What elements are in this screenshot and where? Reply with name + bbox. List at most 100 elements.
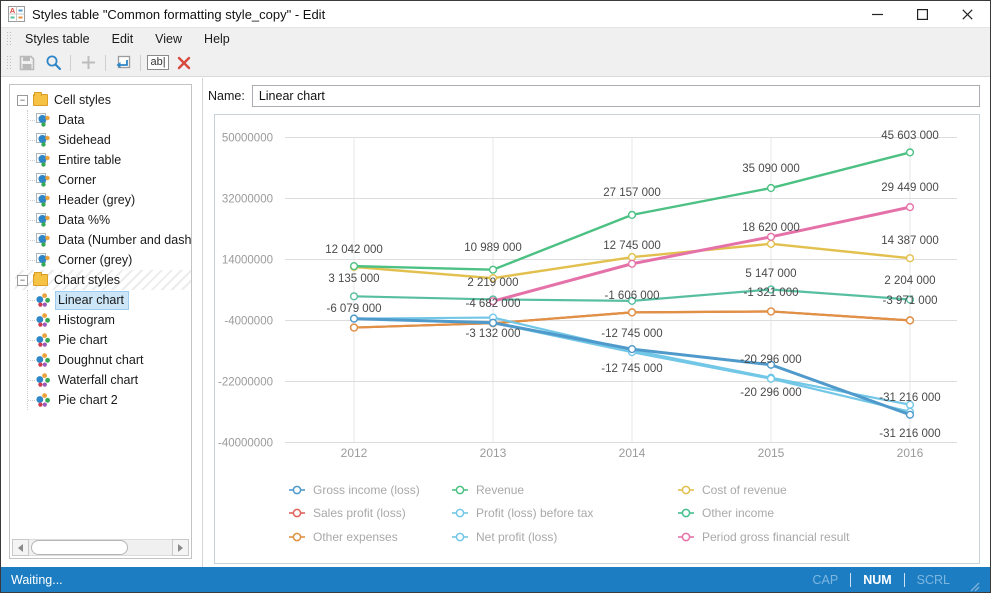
toolbar-separator <box>105 54 106 71</box>
legend-item-cost-of-revenue: Cost of revenue <box>678 483 787 497</box>
legend-marker-icon <box>455 532 465 542</box>
data-point-marker <box>349 323 359 332</box>
style-name-input[interactable] <box>251 85 980 107</box>
status-text: Waiting... <box>11 572 63 587</box>
menu-item-edit[interactable]: Edit <box>111 31 134 46</box>
tree-item-corner[interactable]: Corner <box>28 170 191 190</box>
find-icon <box>46 55 61 71</box>
tree-children: Data Sidehead Entire table Corner Header (gr… <box>27 110 191 270</box>
tree-item-doughnut-chart[interactable]: Doughnut chart <box>28 350 191 370</box>
cell-style-icon <box>36 133 51 147</box>
styles-tree: − Cell styles Data Sidehead Entire table Corn… <box>10 85 191 410</box>
data-point-label: -4 682 000 <box>466 298 521 310</box>
status-indicator-num: NUM <box>863 572 892 587</box>
collapse-icon[interactable]: − <box>17 94 28 106</box>
rename-button[interactable]: ab| <box>145 51 171 75</box>
series-cost-of-revenue <box>349 239 915 283</box>
tree-item-linear-chart[interactable]: Linear chart <box>28 290 191 310</box>
menu-item-view[interactable]: View <box>155 31 183 46</box>
data-point-label: -31 216 000 <box>879 428 940 440</box>
series-line <box>492 205 911 303</box>
data-point-label: -12 745 000 <box>601 328 662 340</box>
legend-label: Other income <box>702 506 774 520</box>
data-point-marker <box>905 410 915 419</box>
collapse-icon[interactable]: − <box>17 274 28 286</box>
add-button[interactable] <box>75 51 101 75</box>
series-gross-income-loss- <box>349 314 915 419</box>
tree-item-histogram[interactable]: Histogram <box>28 310 191 330</box>
data-point-marker <box>905 148 915 157</box>
chart-style-icon <box>36 353 51 367</box>
tree-item-data-[interactable]: Data %% <box>28 210 191 230</box>
panel-splitter[interactable] <box>202 78 203 567</box>
data-point-marker <box>488 318 498 327</box>
tree-item-corner-grey-[interactable]: Corner (grey) <box>28 250 191 270</box>
data-point-label: 12 042 000 <box>325 244 383 256</box>
data-point-marker <box>349 292 359 301</box>
y-axis-tick-label: -4000000 <box>224 316 273 328</box>
duplicate-button[interactable] <box>110 51 136 75</box>
x-axis-tick-label: 2012 <box>341 446 368 460</box>
legend-label: Sales profit (loss) <box>313 506 406 520</box>
main-content: − Cell styles Data Sidehead Entire table Corn… <box>1 78 990 567</box>
data-point-marker <box>627 296 637 305</box>
chart-style-icon <box>36 313 51 327</box>
legend-item-profit-loss-before-tax: Profit (loss) before tax <box>452 506 593 520</box>
toolbar: ab| <box>1 49 990 77</box>
tree-item-data-number-and-dash[interactable]: Data (Number and dash <box>28 230 191 250</box>
data-point-label: 18 620 000 <box>742 222 800 234</box>
tree-item-header-grey-[interactable]: Header (grey) <box>28 190 191 210</box>
tree-item-label: Sidehead <box>58 132 111 147</box>
chart-style-icon <box>36 333 51 347</box>
delete-button[interactable] <box>171 51 197 75</box>
cell-style-icon <box>36 113 51 127</box>
menu-item-help[interactable]: Help <box>204 31 230 46</box>
menu-item-styles-table[interactable]: Styles table <box>25 31 90 46</box>
tree-item-label: Histogram <box>58 312 115 327</box>
tree-horizontal-scrollbar[interactable] <box>12 539 189 556</box>
legend-marker-icon <box>455 485 465 495</box>
tree-group-cell-styles[interactable]: − Cell styles <box>15 90 191 110</box>
tree-item-label: Entire table <box>58 152 122 167</box>
resize-grip[interactable] <box>968 580 980 592</box>
svg-text:A: A <box>10 6 16 15</box>
delete-icon <box>177 56 191 69</box>
legend-label: Revenue <box>476 483 524 497</box>
menubar-grip[interactable] <box>6 30 11 47</box>
find-button[interactable] <box>40 51 66 75</box>
tree-item-waterfall-chart[interactable]: Waterfall chart <box>28 370 191 390</box>
scrollbar-thumb[interactable] <box>31 540 129 555</box>
tree-item-pie-chart[interactable]: Pie chart <box>28 330 191 350</box>
tree-item-label: Doughnut chart <box>58 352 144 367</box>
status-bar: Waiting... CAP NUM SCRL <box>1 567 990 592</box>
menu-bar: Styles table Edit View Help <box>1 27 990 49</box>
legend-item-gross-income-loss-: Gross income (loss) <box>289 483 420 497</box>
scroll-left-button[interactable] <box>12 539 29 556</box>
chart-style-icon <box>36 293 51 307</box>
scroll-right-button[interactable] <box>172 539 189 556</box>
tree-item-sidehead[interactable]: Sidehead <box>28 130 191 150</box>
close-button[interactable] <box>945 1 990 27</box>
tree-item-label: Pie chart 2 <box>58 392 118 407</box>
duplicate-icon <box>116 55 131 68</box>
data-point-label: -3 132 000 <box>466 328 521 340</box>
data-point-label: -1 321 000 <box>744 287 799 299</box>
legend-item-sales-profit-loss-: Sales profit (loss) <box>289 506 406 520</box>
save-button[interactable] <box>14 51 40 75</box>
data-point-marker <box>627 253 637 262</box>
data-point-label: 12 745 000 <box>603 240 661 252</box>
maximize-button[interactable] <box>900 1 945 27</box>
name-field-label: Name: <box>208 89 245 103</box>
legend-label: Net profit (loss) <box>476 530 557 544</box>
data-point-marker <box>905 254 915 263</box>
data-point-marker <box>766 183 776 193</box>
tree-group-chart-styles[interactable]: − Chart styles <box>15 270 191 290</box>
minimize-button[interactable] <box>855 1 900 27</box>
scrollbar-track[interactable] <box>29 539 172 556</box>
data-point-label: 5 147 000 <box>745 268 796 280</box>
tree-item-data[interactable]: Data <box>28 110 191 130</box>
toolbar-grip[interactable] <box>6 54 11 71</box>
tree-item-entire-table[interactable]: Entire table <box>28 150 191 170</box>
data-point-label: -20 296 000 <box>740 387 801 399</box>
tree-item-pie-chart-2[interactable]: Pie chart 2 <box>28 390 191 410</box>
